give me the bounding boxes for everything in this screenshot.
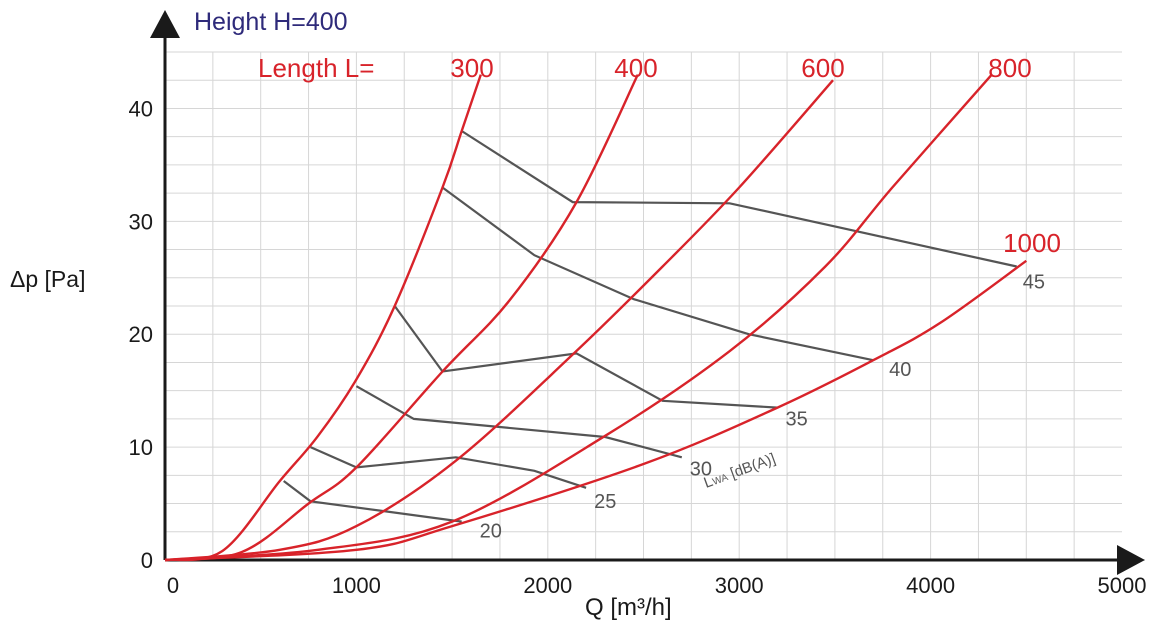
length-curve-label: 1000 <box>1003 228 1061 258</box>
x-tick-label: 1000 <box>332 573 381 598</box>
length-prefix-label: Length L= <box>258 53 374 83</box>
length-curves <box>164 73 1028 562</box>
noise-line-label: 45 <box>1023 271 1045 293</box>
noise-line-35 <box>393 305 778 409</box>
x-axis-arrow-icon <box>1117 545 1145 575</box>
y-axis-label: Δp [Pa] <box>10 266 85 292</box>
length-curve-label: 300 <box>450 53 493 83</box>
noise-line-labels: 20 25 30 35 40 45 <box>480 271 1045 542</box>
length-curve-300 <box>164 74 482 562</box>
noise-axis-label-unit: [dB(A)] <box>724 450 778 483</box>
y-axis-arrow-icon <box>150 10 180 38</box>
y-tick-label: 0 <box>141 548 153 573</box>
x-axis <box>165 545 1145 575</box>
length-curve-600 <box>164 79 834 562</box>
x-tick-label: 4000 <box>906 573 955 598</box>
noise-line-25 <box>310 446 587 489</box>
noise-line-label: 20 <box>480 521 502 543</box>
noise-line-label: 30 <box>690 458 712 480</box>
length-curve-1000 <box>164 259 1028 562</box>
noise-line-30 <box>355 385 683 459</box>
noise-axis-label-sub: WA <box>711 472 730 488</box>
x-tick-label: 2000 <box>523 573 572 598</box>
x-tick-label: 0 <box>167 573 179 598</box>
noise-line-40 <box>441 186 874 362</box>
noise-line-45 <box>461 130 1017 268</box>
y-tick-labels: 0 10 20 30 40 <box>129 96 153 573</box>
noise-line-label: 25 <box>594 491 616 513</box>
y-tick-label: 40 <box>129 96 153 121</box>
length-curve-800 <box>164 73 993 562</box>
length-curve-label: 400 <box>614 53 657 83</box>
grid <box>165 51 1122 560</box>
y-tick-label: 30 <box>129 209 153 234</box>
y-tick-label: 10 <box>129 435 153 460</box>
x-tick-label: 3000 <box>715 573 764 598</box>
x-tick-label: 5000 <box>1098 573 1147 598</box>
length-curve-400 <box>164 74 639 562</box>
noise-line-label: 40 <box>889 359 911 381</box>
length-curve-labels: 300 400 600 800 1000 <box>450 53 1061 258</box>
y-tick-label: 20 <box>129 322 153 347</box>
x-axis-label: Q [m³/h] <box>585 594 672 621</box>
length-curve-label: 800 <box>988 53 1031 83</box>
length-curve-label: 600 <box>801 53 844 83</box>
x-tick-labels: 0 1000 2000 3000 4000 5000 <box>167 573 1147 598</box>
y-axis <box>150 10 180 560</box>
noise-lines <box>283 130 1017 523</box>
noise-line-label: 35 <box>785 409 807 431</box>
height-title: Height H=400 <box>194 8 348 36</box>
